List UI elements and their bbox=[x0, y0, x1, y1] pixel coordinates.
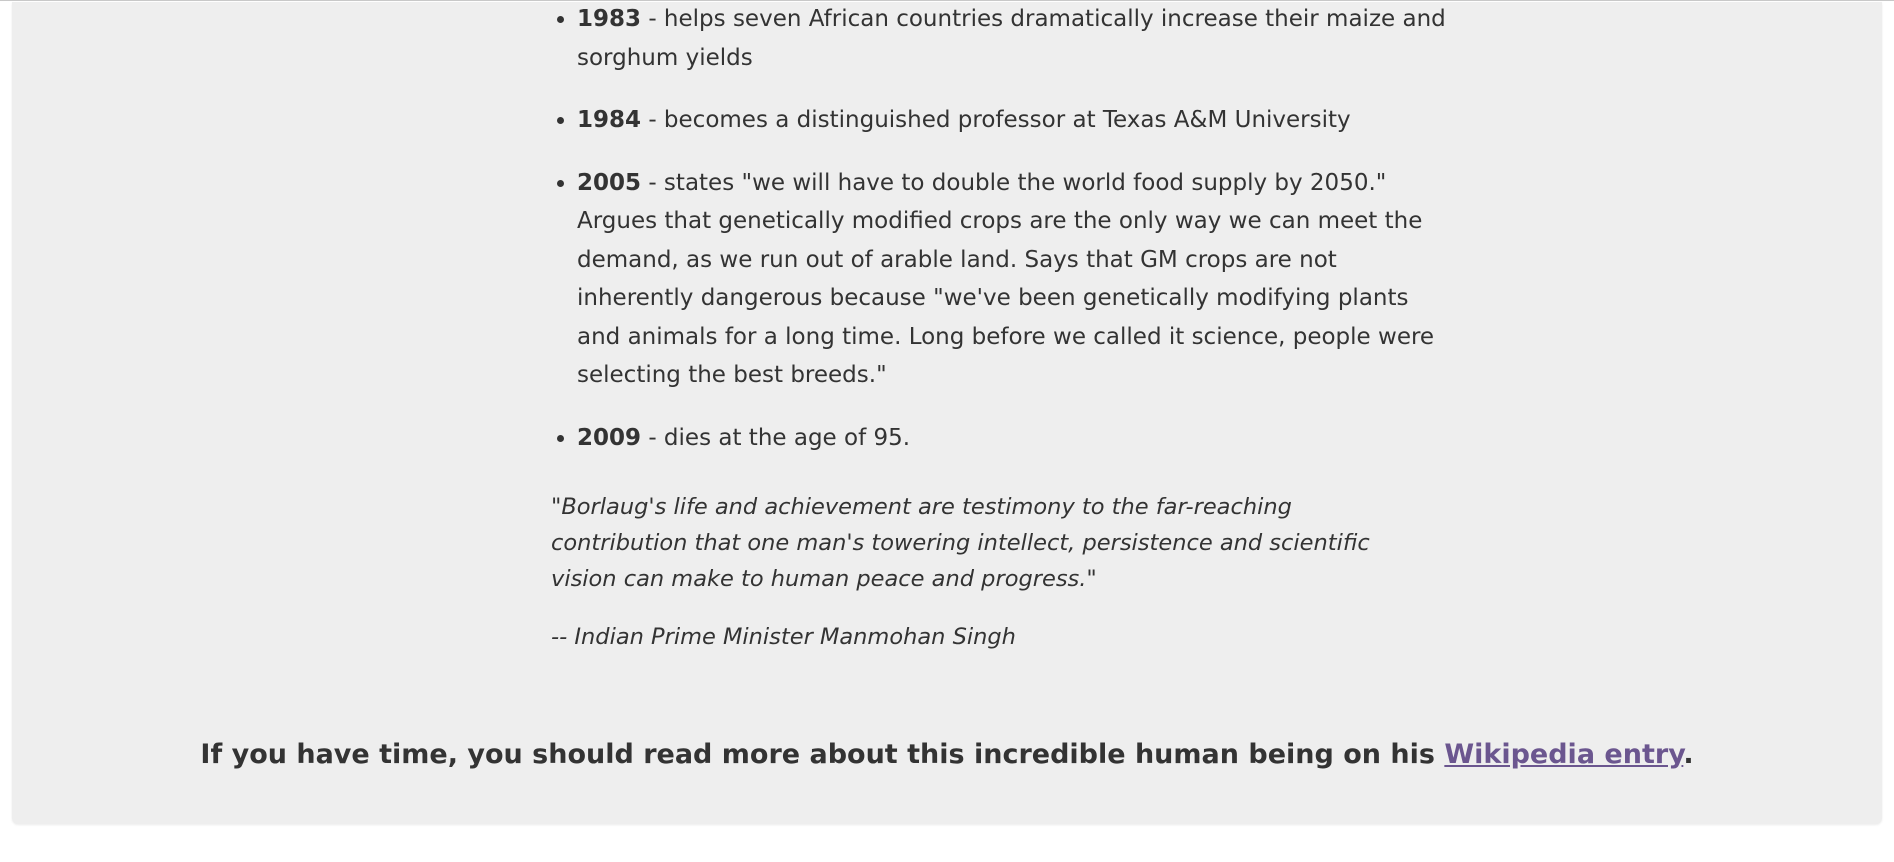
quote-block: "Borlaug's life and achievement are test… bbox=[551, 489, 1411, 655]
footer-suffix: . bbox=[1683, 739, 1694, 770]
quote-attribution: -- Indian Prime Minister Manmohan Singh bbox=[551, 624, 1016, 650]
timeline-year: 1983 bbox=[577, 6, 642, 32]
top-divider bbox=[0, 0, 1894, 1]
footer-callout: If you have time, you should read more a… bbox=[0, 733, 1894, 777]
timeline-text: - states "we will have to double the wor… bbox=[577, 169, 1435, 389]
quote-text: "Borlaug's life and achievement are test… bbox=[551, 494, 1370, 592]
timeline-list: 1983 - helps seven African countries dra… bbox=[551, 0, 1457, 481]
timeline-item-1984: 1984 - becomes a distinguished professor… bbox=[577, 101, 1457, 140]
content-panel: 1983 - helps seven African countries dra… bbox=[12, 2, 1882, 824]
timeline-text: - helps seven African countries dramatic… bbox=[577, 6, 1446, 71]
wikipedia-link[interactable]: Wikipedia entry bbox=[1444, 739, 1684, 770]
footer-prefix: If you have time, you should read more a… bbox=[200, 739, 1445, 770]
timeline-item-2009: 2009 - dies at the age of 95. bbox=[577, 419, 1457, 458]
timeline-year: 2005 bbox=[577, 169, 642, 196]
timeline-year: 1984 bbox=[577, 107, 642, 133]
timeline-year: 2009 bbox=[577, 424, 642, 451]
timeline-item-1983: 1983 - helps seven African countries dra… bbox=[577, 0, 1457, 77]
timeline-item-2005: 2005 - states "we will have to double th… bbox=[577, 164, 1457, 395]
timeline-text: - dies at the age of 95. bbox=[641, 424, 911, 451]
timeline-text: - becomes a distinguished professor at T… bbox=[641, 107, 1351, 133]
